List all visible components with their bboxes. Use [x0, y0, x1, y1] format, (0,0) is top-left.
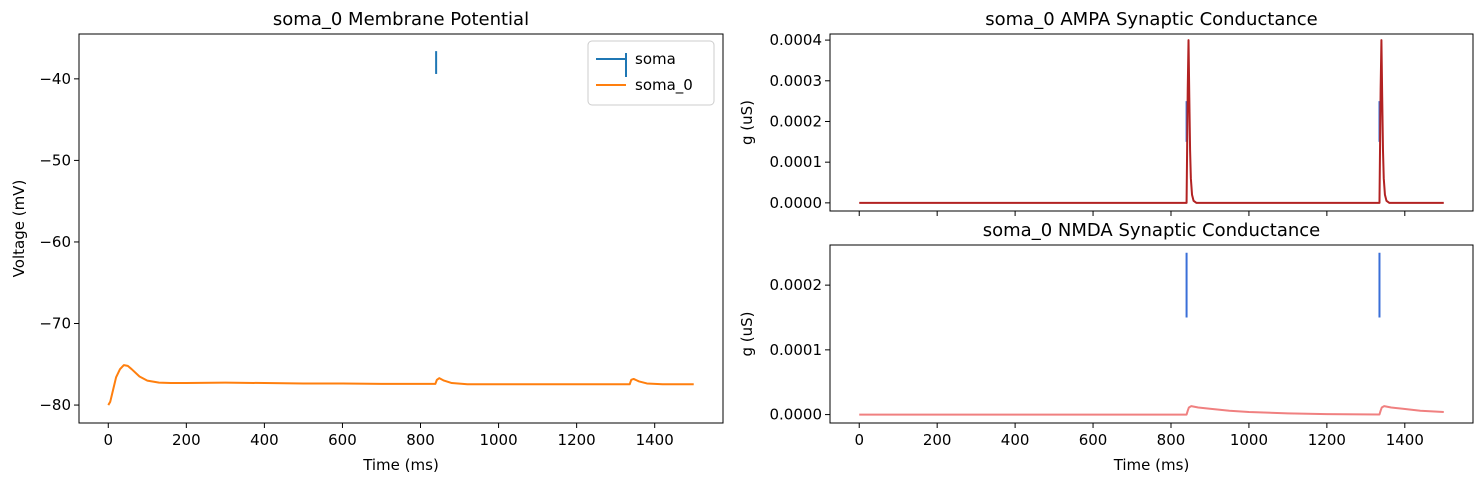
chart-panel-2: soma_0 NMDA Synaptic Conductance 0.0000 0.…	[738, 220, 1474, 474]
x-tick-label: 1000	[479, 431, 517, 449]
x-tick-label: 800	[406, 431, 435, 449]
x-tick-label: 1200	[558, 431, 596, 449]
plot-frame	[829, 33, 1474, 212]
legend-box	[587, 40, 715, 106]
y-tick-label: −40	[39, 70, 71, 88]
x-tick-label: 1400	[636, 431, 674, 449]
x-axis-label: Time (ms)	[362, 456, 439, 474]
x-tick-label: 400	[1001, 431, 1030, 449]
y-tick-label: 0.0002	[770, 112, 823, 130]
x-tick-label: 800	[1157, 431, 1186, 449]
series-line-1	[859, 405, 1444, 416]
plot-frame	[829, 244, 1474, 424]
y-tick-label: 0.0001	[770, 341, 823, 359]
legend: soma soma_0	[587, 40, 715, 106]
chart-panel-0: soma_0 Membrane Potential −80 −70 −60 −50 −40…	[10, 9, 724, 474]
x-tick-label: 1200	[1308, 431, 1346, 449]
series-line-1	[107, 364, 694, 406]
data-layer	[107, 51, 694, 406]
y-tick-label: 0.0003	[770, 72, 823, 90]
series-line-1	[859, 39, 1444, 204]
x-tick-label: 600	[1079, 431, 1108, 449]
y-tick-label: 0.0004	[770, 31, 823, 49]
x-tick-label: 1400	[1386, 431, 1424, 449]
x-axis-label: Time (ms)	[1113, 456, 1190, 474]
y-tick-label: −80	[39, 396, 71, 414]
legend-entry: soma	[635, 50, 676, 68]
y-tick-label: −70	[39, 315, 71, 333]
y-tick-label: 0.0000	[770, 194, 823, 212]
x-tick-label: 400	[250, 431, 279, 449]
y-tick-label: 0.0001	[770, 153, 823, 171]
chart-panel-1: soma_0 AMPA Synaptic Conductance 0.0000 0.…	[738, 9, 1474, 216]
y-axis-label: g (uS)	[738, 311, 756, 356]
plot-frame	[78, 33, 724, 424]
x-tick-label: 600	[328, 431, 357, 449]
y-axis-label: g (uS)	[738, 100, 756, 145]
data-layer	[859, 39, 1444, 204]
legend-entry: soma_0	[635, 76, 693, 95]
y-tick-label: −60	[39, 233, 71, 251]
y-axis-label: Voltage (mV)	[10, 180, 28, 278]
x-tick-label: 200	[172, 431, 201, 449]
x-tick-label: 0	[103, 431, 113, 449]
x-tick-label: 1000	[1230, 431, 1268, 449]
data-layer	[859, 252, 1444, 416]
y-tick-label: 0.0000	[770, 406, 823, 424]
chart-title: soma_0 AMPA Synaptic Conductance	[985, 9, 1318, 30]
y-tick-label: 0.0002	[770, 276, 823, 294]
x-tick-label: 0	[854, 431, 864, 449]
x-tick-label: 200	[923, 431, 952, 449]
y-tick-label: −50	[39, 151, 71, 169]
chart-title: soma_0 Membrane Potential	[273, 9, 529, 30]
chart-title: soma_0 NMDA Synaptic Conductance	[983, 220, 1321, 241]
